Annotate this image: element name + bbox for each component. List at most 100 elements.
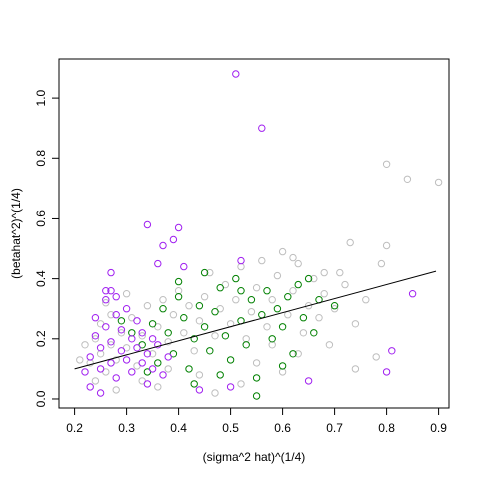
data-point-s1-34 — [330, 302, 339, 310]
data-point-s2-21 — [143, 380, 152, 388]
data-point-s0-76 — [289, 253, 297, 262]
data-point-s0-51 — [341, 280, 349, 289]
data-point-s0-73 — [112, 386, 120, 394]
data-point-s0-56 — [377, 259, 386, 268]
y-tick-label-2: 0.4 — [34, 270, 48, 287]
data-point-s1-31 — [304, 274, 313, 283]
data-point-s2-49 — [195, 386, 204, 394]
data-point-s2-32 — [102, 287, 110, 295]
data-point-s1-22 — [258, 311, 266, 319]
y-tick-label-5: 1.0 — [34, 89, 48, 106]
data-point-s0-18 — [169, 311, 178, 319]
data-point-s0-58 — [382, 160, 391, 169]
data-point-s0-77 — [294, 350, 302, 358]
data-point-s1-20 — [247, 296, 256, 304]
data-point-s0-59 — [403, 175, 412, 184]
data-point-s0-20 — [180, 329, 188, 337]
data-point-s0-1 — [91, 335, 100, 343]
data-point-s1-11 — [200, 323, 209, 331]
data-point-s0-2 — [96, 350, 105, 358]
data-point-s2-12 — [117, 326, 126, 334]
data-point-s2-31 — [107, 287, 115, 295]
data-point-s2-29 — [86, 383, 94, 391]
data-point-s1-19 — [242, 341, 250, 349]
data-point-s2-24 — [148, 365, 157, 373]
data-point-s1-13 — [211, 308, 219, 316]
data-point-s2-20 — [138, 329, 146, 337]
data-point-s0-16 — [159, 296, 167, 304]
data-point-s0-78 — [320, 268, 328, 277]
data-point-s1-3 — [159, 305, 167, 313]
data-point-s1-25 — [273, 305, 282, 313]
data-point-s2-43 — [237, 256, 245, 265]
data-point-s1-12 — [206, 347, 214, 355]
data-point-s2-30 — [96, 389, 105, 397]
data-point-s2-25 — [154, 341, 162, 349]
data-point-s0-62 — [252, 359, 261, 367]
data-point-s1-17 — [232, 274, 240, 283]
data-point-s2-41 — [232, 70, 240, 78]
data-point-s2-16 — [128, 368, 136, 376]
data-point-s1-9 — [190, 335, 198, 343]
data-point-s2-26 — [159, 371, 167, 379]
data-point-s2-11 — [117, 347, 126, 355]
data-point-s0-45 — [310, 274, 318, 283]
data-point-s0-12 — [138, 332, 146, 340]
data-point-s0-25 — [206, 268, 214, 277]
data-point-s0-63 — [278, 368, 287, 376]
data-point-s1-41 — [117, 317, 126, 325]
data-point-s0-64 — [211, 389, 219, 397]
data-point-s2-4 — [96, 365, 105, 373]
data-point-s1-40 — [128, 329, 136, 337]
data-point-s1-27 — [284, 293, 292, 301]
data-point-s0-37 — [268, 296, 276, 304]
data-point-s1-10 — [195, 302, 204, 310]
data-point-s0-41 — [289, 287, 297, 295]
data-point-s1-6 — [174, 293, 183, 301]
data-point-s0-30 — [232, 296, 240, 304]
data-point-s0-23 — [195, 317, 204, 325]
data-point-s0-46 — [315, 314, 323, 322]
data-point-s0-69 — [122, 290, 131, 298]
data-point-s2-5 — [102, 323, 110, 331]
data-point-s2-48 — [226, 383, 235, 391]
data-point-s1-21 — [252, 374, 261, 382]
data-point-s1-36 — [174, 277, 183, 286]
data-point-s1-35 — [190, 380, 198, 388]
data-point-s0-68 — [102, 299, 110, 307]
data-point-s1-32 — [310, 329, 318, 337]
data-point-s2-38 — [174, 223, 183, 232]
data-point-s1-30 — [299, 314, 308, 322]
data-point-s2-27 — [164, 353, 172, 361]
data-point-s1-4 — [164, 329, 172, 337]
data-point-s2-1 — [91, 332, 100, 340]
x-tick-label-5: 0.7 — [326, 421, 343, 435]
data-point-s2-19 — [138, 359, 146, 367]
data-point-s2-23 — [148, 335, 157, 343]
data-point-s2-35 — [143, 220, 152, 229]
points-layer — [76, 70, 443, 400]
x-tick-label-3: 0.5 — [222, 421, 239, 435]
data-point-s2-34 — [107, 268, 115, 277]
fit-line — [74, 270, 437, 370]
data-point-s0-70 — [81, 341, 89, 349]
data-point-s1-15 — [221, 332, 230, 340]
data-point-s2-22 — [143, 350, 152, 358]
data-point-s1-1 — [148, 320, 157, 328]
data-point-s0-66 — [154, 383, 162, 391]
data-point-s0-53 — [351, 320, 360, 328]
data-point-s0-33 — [247, 308, 256, 316]
data-point-s2-40 — [180, 262, 188, 271]
data-point-s0-50 — [336, 268, 344, 277]
y-tick-label-3: 0.6 — [34, 210, 48, 227]
data-point-s2-36 — [159, 241, 167, 250]
data-point-s0-43 — [299, 329, 308, 337]
data-point-s2-8 — [107, 359, 115, 367]
x-tick-label-4: 0.6 — [274, 421, 291, 435]
data-point-s0-60 — [434, 178, 443, 187]
data-point-s2-28 — [81, 368, 89, 376]
data-point-s0-26 — [211, 332, 219, 340]
y-tick-label-0: 0.0 — [34, 390, 48, 407]
x-axis: 0.2 0.3 0.4 0.5 0.6 0.7 0.8 0.9 — [66, 407, 447, 435]
data-point-s0-31 — [237, 262, 245, 271]
